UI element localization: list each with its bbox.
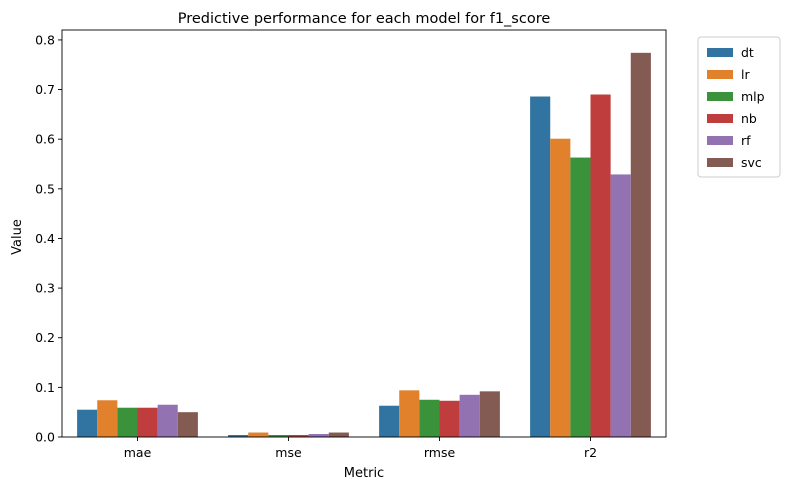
bar-svc-rmse [479, 391, 500, 437]
legend-swatch-dt [707, 48, 733, 57]
y-tick-label: 0.8 [35, 32, 55, 47]
bar-rf-r2 [610, 174, 631, 437]
bar-mlp-r2 [570, 157, 591, 437]
y-tick-label: 0.4 [35, 231, 55, 246]
x-tick-label: mse [275, 445, 302, 460]
bar-lr-rmse [399, 390, 420, 437]
x-tick-label: mae [124, 445, 152, 460]
bar-svc-mae [177, 412, 198, 437]
bar-nb-mse [288, 435, 309, 437]
bar-lr-r2 [550, 138, 571, 437]
y-tick-label: 0.5 [35, 181, 55, 196]
chart-title: Predictive performance for each model fo… [178, 11, 551, 27]
legend-label-rf: rf [741, 133, 751, 148]
legend-swatch-nb [707, 114, 733, 123]
legend-label-svc: svc [741, 155, 762, 170]
y-tick-label: 0.1 [35, 380, 55, 395]
bar-dt-mse [228, 435, 249, 437]
bar-mlp-rmse [419, 399, 440, 437]
legend-swatch-svc [707, 158, 733, 167]
x-tick-label: rmse [424, 445, 456, 460]
bar-nb-mae [137, 407, 158, 437]
y-tick-label: 0.2 [35, 330, 55, 345]
bar-nb-rmse [439, 400, 460, 437]
legend-box [697, 36, 781, 178]
x-tick-label: r2 [584, 445, 597, 460]
legend-label-mlp: mlp [741, 89, 765, 104]
plot-frame [61, 29, 667, 438]
bar-rf-mae [157, 404, 178, 437]
y-tick-label: 0.0 [35, 430, 55, 445]
legend-swatch-rf [707, 136, 733, 145]
bar-rf-mse [308, 434, 329, 437]
y-tick-label: 0.6 [35, 132, 55, 147]
bar-svc-r2 [630, 52, 651, 437]
bar-mlp-mse [268, 435, 289, 437]
legend: dt lr mlp nb rf svc [697, 36, 781, 178]
bar-lr-mae [97, 400, 118, 437]
legend-label-dt: dt [741, 45, 754, 60]
legend-swatch-mlp [707, 92, 733, 101]
bar-svc-mse [328, 432, 349, 437]
bar-lr-mse [248, 432, 269, 437]
x-axis-label: Metric [344, 466, 384, 481]
y-axis-label: Value [10, 219, 25, 255]
bar-dt-r2 [530, 96, 551, 437]
y-tick-label: 0.7 [35, 82, 55, 97]
legend-label-nb: nb [741, 111, 757, 126]
legend-swatch-lr [707, 70, 733, 79]
bar-dt-rmse [379, 405, 400, 437]
bar-dt-mae [77, 409, 98, 437]
y-tick-label: 0.3 [35, 281, 55, 296]
bar-nb-r2 [590, 94, 611, 438]
bar-rf-rmse [459, 394, 480, 437]
legend-label-lr: lr [741, 67, 750, 82]
bar-mlp-mae [117, 407, 138, 437]
